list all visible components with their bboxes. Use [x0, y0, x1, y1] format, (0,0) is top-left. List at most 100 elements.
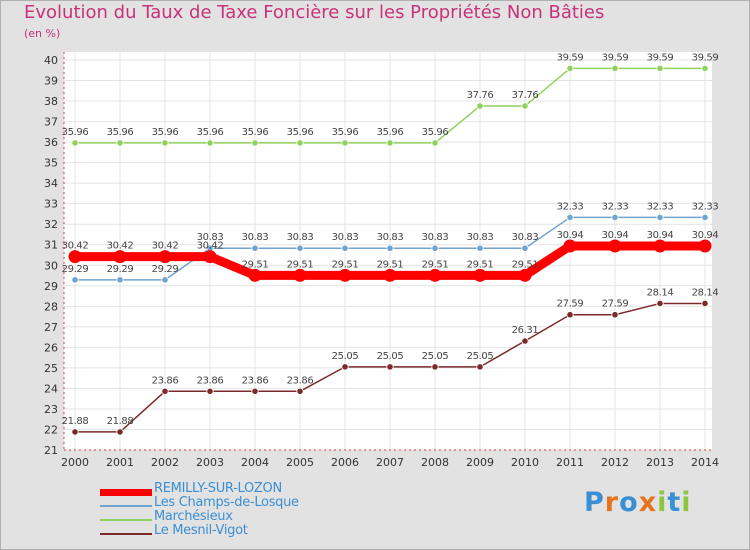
- data-label: 35.96: [242, 127, 269, 138]
- legend-swatch: [100, 505, 152, 507]
- y-tick-label: 26: [44, 341, 58, 354]
- data-label: 32.33: [602, 201, 629, 212]
- data-label: 30.94: [692, 230, 719, 241]
- data-label: 37.76: [512, 90, 539, 101]
- data-point: [71, 428, 79, 436]
- y-tick-label: 28: [44, 300, 58, 313]
- data-point: [698, 239, 712, 253]
- data-label: 30.83: [287, 232, 314, 243]
- data-label: 37.76: [467, 90, 494, 101]
- x-tick-label: 2003: [196, 456, 224, 469]
- data-point: [158, 250, 172, 264]
- data-point: [116, 428, 124, 436]
- logo-letter: P: [584, 487, 605, 518]
- data-label: 26.31: [512, 325, 539, 336]
- legend-swatch: [100, 489, 152, 496]
- y-tick-label: 25: [44, 362, 58, 375]
- legend-label: Marchésieux: [154, 509, 233, 524]
- data-label: 30.83: [512, 232, 539, 243]
- y-tick-label: 36: [44, 136, 58, 149]
- x-tick-label: 2004: [241, 456, 269, 469]
- legend-label: Le Mesnil-Vigot: [154, 523, 248, 538]
- x-tick-label: 2014: [691, 456, 719, 469]
- y-tick-label: 35: [44, 157, 58, 170]
- data-point: [386, 363, 394, 371]
- data-point: [383, 268, 397, 282]
- data-point: [563, 239, 577, 253]
- data-point: [608, 239, 622, 253]
- data-label: 25.05: [422, 351, 449, 362]
- data-point: [251, 139, 259, 147]
- data-point: [296, 139, 304, 147]
- data-point: [386, 139, 394, 147]
- legend-label: REMILLY-SUR-LOZON: [154, 481, 282, 496]
- x-tick-label: 2002: [151, 456, 179, 469]
- data-point: [653, 239, 667, 253]
- data-label: 23.86: [287, 375, 314, 386]
- data-label: 35.96: [62, 127, 89, 138]
- data-point: [428, 268, 442, 282]
- data-point: [656, 299, 664, 308]
- data-label: 30.94: [647, 230, 674, 241]
- data-point: [521, 244, 529, 252]
- data-label: 28.14: [647, 287, 674, 298]
- x-tick-label: 2005: [286, 456, 314, 469]
- data-label: 25.05: [467, 351, 494, 362]
- data-point: [701, 299, 709, 308]
- data-label: 30.83: [242, 232, 269, 243]
- data-label: 21.88: [107, 416, 134, 427]
- x-tick-label: 2009: [466, 456, 494, 469]
- data-point: [338, 268, 352, 282]
- x-tick-label: 2006: [331, 456, 359, 469]
- data-label: 30.94: [602, 230, 629, 241]
- y-tick-label: 33: [44, 198, 58, 211]
- data-point: [473, 268, 487, 282]
- data-label: 21.88: [62, 416, 89, 427]
- data-point: [341, 244, 349, 252]
- data-label: 29.51: [467, 259, 494, 270]
- y-tick-label: 24: [44, 382, 58, 395]
- data-point: [113, 250, 127, 264]
- data-label: 35.96: [377, 127, 404, 138]
- data-label: 35.96: [107, 127, 134, 138]
- y-tick-label: 38: [44, 95, 58, 108]
- data-label: 30.42: [62, 241, 89, 252]
- data-label: 28.14: [692, 287, 719, 298]
- data-label: 30.42: [197, 241, 224, 252]
- data-label: 27.59: [557, 299, 584, 310]
- data-point: [431, 139, 439, 147]
- data-point: [656, 64, 664, 73]
- x-tick-label: 2001: [106, 456, 134, 469]
- data-point: [203, 250, 217, 264]
- data-point: [293, 268, 307, 282]
- data-label: 30.83: [422, 232, 449, 243]
- data-label: 29.51: [512, 259, 539, 270]
- y-tick-label: 29: [44, 280, 58, 293]
- data-label: 39.59: [602, 52, 629, 63]
- data-point: [206, 387, 214, 395]
- data-point: [251, 387, 259, 395]
- data-label: 30.83: [197, 232, 224, 243]
- data-point: [476, 102, 484, 110]
- data-point: [566, 311, 574, 319]
- y-unit-label: (en %): [24, 27, 61, 40]
- logo-letter: i: [681, 487, 692, 518]
- data-point: [521, 337, 529, 345]
- y-tick-label: 21: [44, 444, 58, 457]
- chart-title: Evolution du Taux de Taxe Foncière sur l…: [24, 2, 605, 23]
- data-label: 30.42: [152, 241, 179, 252]
- data-point: [71, 276, 79, 284]
- data-point: [206, 139, 214, 147]
- data-point: [296, 244, 304, 252]
- y-tick-label: 23: [44, 403, 58, 416]
- logo-letter: x: [638, 487, 658, 518]
- data-label: 35.96: [152, 127, 179, 138]
- data-point: [611, 213, 619, 222]
- x-tick-label: 2012: [601, 456, 629, 469]
- data-point: [341, 139, 349, 147]
- legend-label: Les Champs-de-Losque: [154, 495, 299, 510]
- data-point: [71, 139, 79, 147]
- data-point: [68, 250, 82, 264]
- data-label: 29.51: [242, 259, 269, 270]
- data-point: [161, 387, 169, 395]
